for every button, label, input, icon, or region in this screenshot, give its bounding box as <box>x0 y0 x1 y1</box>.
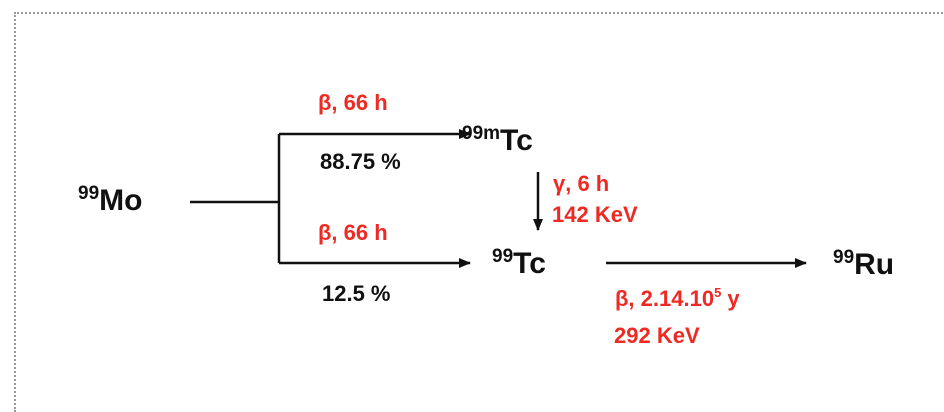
ru-decay-label: β, 2.14.105 y <box>615 285 740 311</box>
nuclide-mo99: 99Mo <box>78 183 143 217</box>
ru-energy-label: 292 KeV <box>614 323 700 348</box>
decay-diagram-arrows <box>190 129 807 268</box>
ru-decay-suffix: y <box>721 286 740 311</box>
upper-branch-percent: 88.75 % <box>320 149 401 174</box>
mo99-symbol: Mo <box>99 184 143 217</box>
mo99-mass: 99 <box>78 183 100 204</box>
gamma-decay-label: γ, 6 h <box>553 171 610 196</box>
upper-decay-label: β, 66 h <box>318 90 388 115</box>
nuclide-tc99: 99Tc <box>492 246 546 280</box>
ru-decay-prefix: β, 2.14.10 <box>615 286 715 311</box>
lower-decay-label: β, 66 h <box>318 220 388 245</box>
lower-branch-percent: 12.5 % <box>322 281 391 306</box>
tc99m-symbol: Tc <box>500 124 533 157</box>
tc99m-mass: 99m <box>462 123 501 144</box>
ru99-symbol: Ru <box>854 248 895 281</box>
tc99-symbol: Tc <box>513 247 546 280</box>
nuclide-ru99: 99Ru <box>833 247 895 281</box>
tc99-mass: 99 <box>492 246 514 267</box>
dotted-frame <box>14 12 944 412</box>
ru99-mass: 99 <box>833 247 855 268</box>
gamma-energy-label: 142 KeV <box>552 202 638 227</box>
nuclide-tc99m: 99mTc <box>462 123 533 157</box>
ru-decay-exponent: 5 <box>714 285 722 300</box>
